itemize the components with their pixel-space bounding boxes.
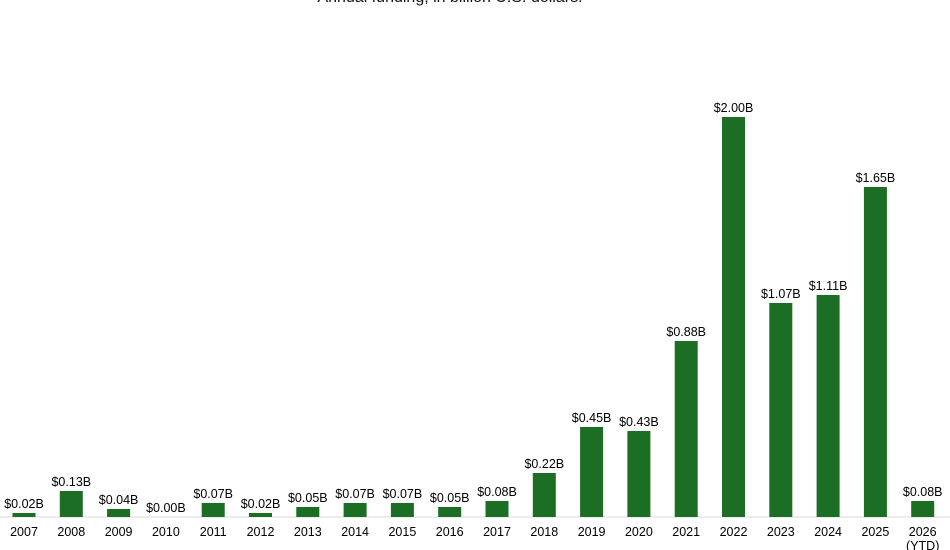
- data-label: $0.02B: [4, 497, 44, 511]
- x-tick-label: 2008: [57, 525, 85, 539]
- data-label: $2.00B: [714, 101, 754, 115]
- x-tick-label: 2022: [720, 525, 748, 539]
- x-tick-label: 2010: [152, 525, 180, 539]
- bar-2011: [201, 503, 225, 517]
- x-tick-label: 2015: [388, 525, 416, 539]
- x-tick-label: 2023: [767, 525, 795, 539]
- x-tick-labels-layer: 2007 2008 2009 2010 2011 2012 2013 2014 2015 2016…: [10, 525, 939, 550]
- data-label: $0.04B: [99, 493, 139, 507]
- chart-title: Annual funding, in billion U.S. dollars.: [0, 0, 900, 8]
- bars-layer: [12, 117, 935, 517]
- x-tick-label: 2019: [578, 525, 606, 539]
- bar-2021: [674, 341, 698, 517]
- data-label: $0.88B: [666, 325, 706, 339]
- data-label: $0.08B: [477, 485, 517, 499]
- x-tick-label: 2024: [814, 525, 842, 539]
- bar-2012: [249, 513, 272, 517]
- x-tick-label: 2012: [247, 525, 275, 539]
- bar-2009: [107, 509, 131, 517]
- bar-2018: [532, 473, 556, 517]
- bar-2020: [627, 431, 651, 517]
- data-label: $1.07B: [761, 287, 801, 301]
- data-label: $0.07B: [193, 487, 233, 501]
- data-label: $0.08B: [903, 485, 943, 499]
- data-label: $0.13B: [51, 475, 91, 489]
- data-label: $0.43B: [619, 415, 659, 429]
- x-tick-label: 2026 (YTD): [906, 525, 939, 550]
- data-label: $1.11B: [809, 279, 848, 293]
- bar-2008: [59, 491, 83, 517]
- bar-2014: [343, 503, 367, 517]
- x-tick-label: 2007: [10, 525, 38, 539]
- x-tick-label: 2020: [625, 525, 653, 539]
- x-tick-label: 2025: [861, 525, 889, 539]
- data-label: $0.05B: [288, 491, 328, 505]
- data-label: $0.05B: [430, 491, 470, 505]
- data-labels-layer: $0.02B $0.13B $0.04B $0.00B $0.07B $0.02B $0.0…: [4, 101, 942, 515]
- x-tick-label: 2014: [341, 525, 369, 539]
- bar-2007: [12, 513, 36, 517]
- x-tick-label: 2018: [530, 525, 558, 539]
- bar-2015: [390, 503, 414, 517]
- data-label: $1.65B: [856, 171, 896, 185]
- x-tick-label: 2009: [105, 525, 133, 539]
- x-tick-label: 2016: [436, 525, 464, 539]
- bar-2022: [722, 117, 745, 517]
- data-label: $0.07B: [383, 487, 423, 501]
- x-tick-label: 2021: [672, 525, 700, 539]
- x-tick-label: 2011: [200, 525, 227, 539]
- bar-2023: [769, 303, 793, 517]
- bar-2016: [438, 507, 462, 517]
- x-tick-label: 2017: [483, 525, 511, 539]
- data-label: $0.45B: [572, 411, 612, 425]
- bar-2024: [816, 295, 840, 517]
- data-label: $0.00B: [146, 501, 186, 515]
- x-tick-label: 2013: [294, 525, 322, 539]
- data-label: $0.07B: [335, 487, 375, 501]
- bar-2026: [911, 501, 935, 517]
- bar-2019: [580, 427, 604, 517]
- bar-2025: [863, 187, 887, 517]
- data-label: $0.02B: [241, 497, 281, 511]
- data-label: $0.22B: [524, 457, 564, 471]
- bar-2013: [296, 507, 320, 517]
- bar-2017: [485, 501, 509, 517]
